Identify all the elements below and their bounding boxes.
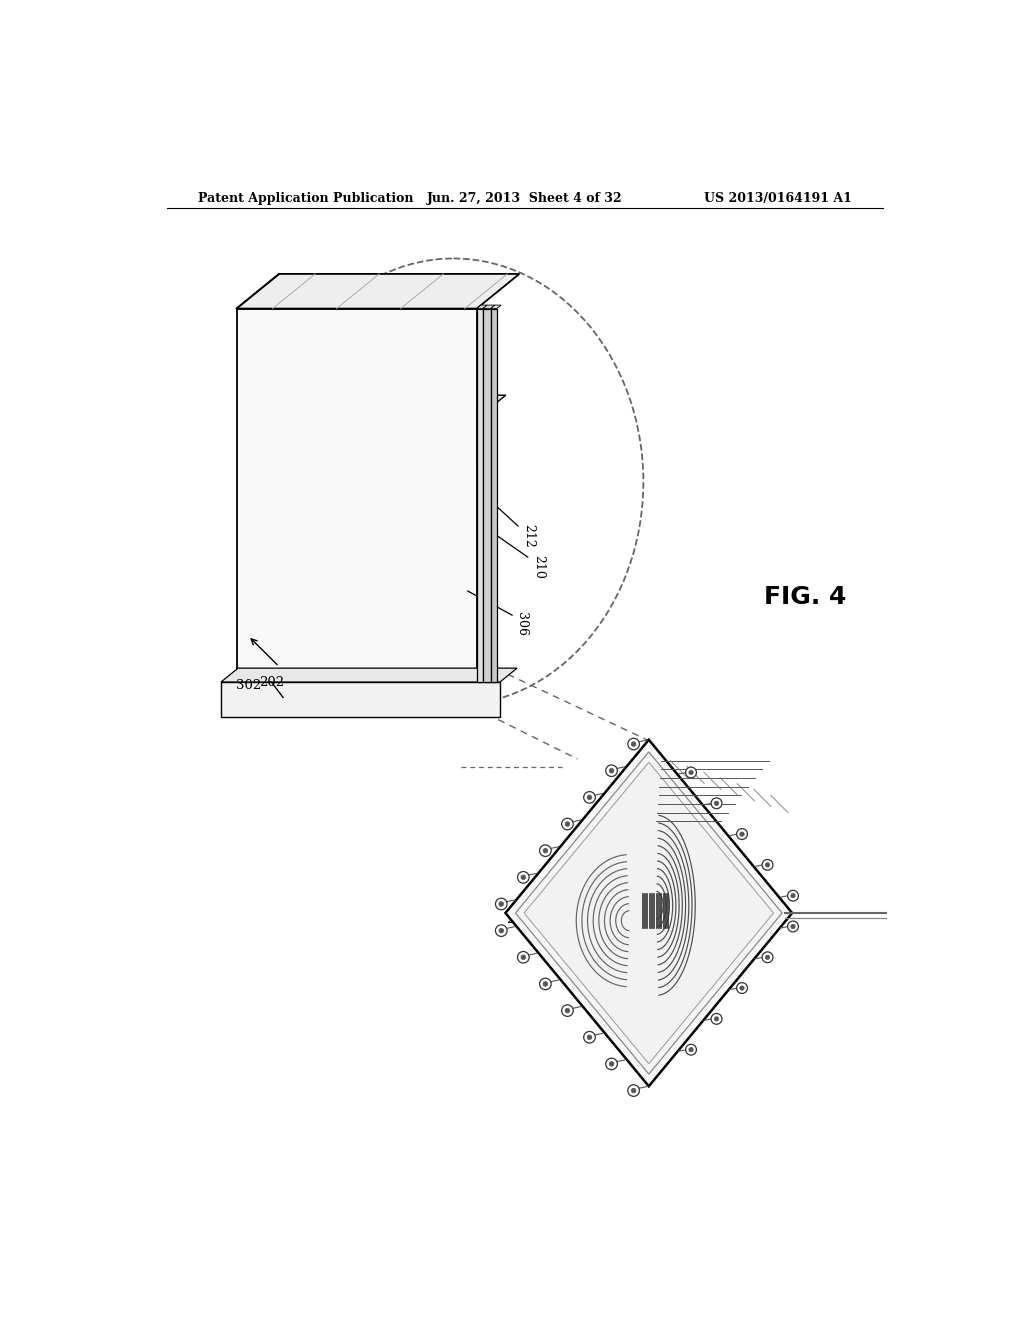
Circle shape (606, 766, 617, 776)
Circle shape (715, 801, 719, 805)
Circle shape (606, 1059, 617, 1069)
Polygon shape (237, 275, 519, 309)
Circle shape (686, 767, 696, 777)
Circle shape (565, 822, 569, 826)
Circle shape (762, 952, 773, 962)
Polygon shape (483, 305, 495, 309)
Polygon shape (237, 309, 477, 682)
Circle shape (686, 1044, 696, 1055)
Circle shape (521, 954, 525, 960)
Text: 200: 200 (506, 912, 531, 925)
Circle shape (587, 795, 592, 800)
Polygon shape (490, 305, 501, 309)
Circle shape (565, 1008, 569, 1012)
Circle shape (736, 829, 748, 840)
Circle shape (517, 871, 529, 883)
Text: 306: 306 (515, 612, 527, 636)
Circle shape (543, 982, 548, 986)
Polygon shape (483, 309, 490, 682)
Circle shape (628, 1085, 639, 1097)
Circle shape (791, 894, 796, 898)
Circle shape (584, 792, 595, 803)
Circle shape (765, 863, 770, 867)
Circle shape (609, 768, 613, 774)
Circle shape (711, 797, 722, 809)
Text: Patent Application Publication: Patent Application Publication (198, 191, 414, 205)
Text: 302: 302 (237, 680, 261, 693)
Text: 202: 202 (259, 676, 284, 689)
Polygon shape (477, 309, 483, 682)
Circle shape (496, 925, 507, 936)
Circle shape (740, 832, 744, 837)
Circle shape (540, 978, 551, 990)
Polygon shape (221, 668, 517, 682)
Polygon shape (221, 682, 500, 717)
Circle shape (631, 1088, 636, 1093)
Polygon shape (477, 412, 484, 459)
Circle shape (787, 890, 799, 902)
Circle shape (711, 1014, 722, 1024)
Circle shape (584, 1031, 595, 1043)
Circle shape (628, 738, 639, 750)
Circle shape (521, 875, 525, 879)
Circle shape (587, 1035, 592, 1040)
Circle shape (715, 1016, 719, 1022)
Circle shape (762, 859, 773, 870)
Circle shape (689, 771, 693, 775)
Text: US 2013/0164191 A1: US 2013/0164191 A1 (703, 191, 852, 205)
Circle shape (499, 902, 504, 907)
Text: 210: 210 (532, 554, 546, 578)
Polygon shape (515, 752, 782, 1074)
Circle shape (517, 952, 529, 964)
Polygon shape (477, 395, 506, 412)
Text: 212: 212 (522, 524, 536, 548)
Circle shape (689, 1048, 693, 1052)
Circle shape (609, 1061, 613, 1067)
Circle shape (540, 845, 551, 857)
Circle shape (499, 928, 504, 933)
Text: FIG. 4: FIG. 4 (764, 585, 846, 610)
Polygon shape (506, 739, 793, 1086)
Polygon shape (490, 309, 497, 682)
Polygon shape (477, 305, 487, 309)
Circle shape (561, 818, 573, 830)
Circle shape (765, 956, 770, 960)
Circle shape (496, 898, 507, 909)
Circle shape (543, 849, 548, 853)
Circle shape (791, 924, 796, 929)
Circle shape (631, 742, 636, 746)
Circle shape (787, 921, 799, 932)
Text: Jun. 27, 2013  Sheet 4 of 32: Jun. 27, 2013 Sheet 4 of 32 (427, 191, 623, 205)
Circle shape (736, 982, 748, 994)
Circle shape (561, 1005, 573, 1016)
Polygon shape (524, 762, 773, 1064)
Circle shape (740, 986, 744, 990)
